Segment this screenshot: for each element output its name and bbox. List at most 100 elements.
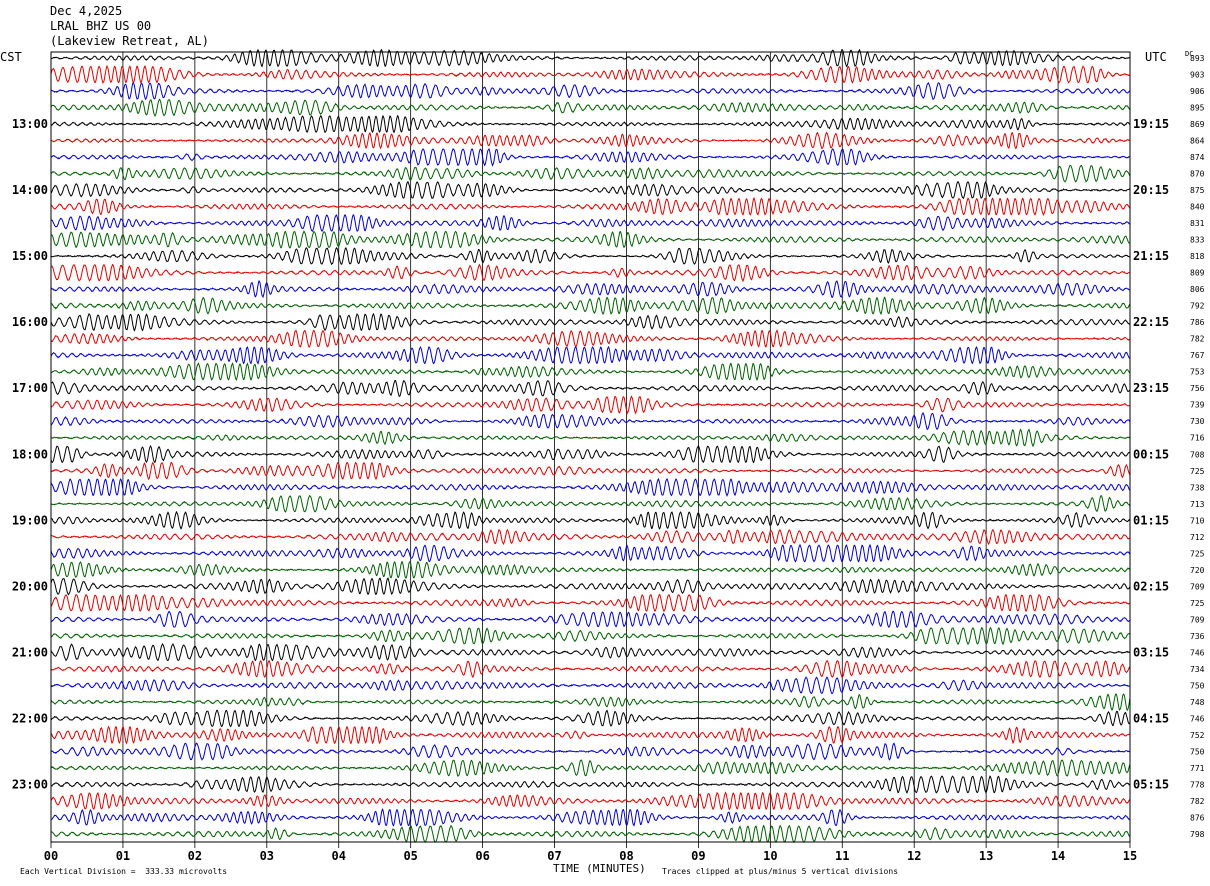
seismic-trace xyxy=(50,510,1131,530)
dc-offset-label: 906 xyxy=(1190,87,1205,96)
x-tick-label: 09 xyxy=(691,849,705,863)
left-hour-label: 20:00 xyxy=(12,579,48,593)
dc-offset-label: 710 xyxy=(1190,516,1205,525)
dc-offset-label: 712 xyxy=(1190,533,1205,542)
dc-offset-label: 767 xyxy=(1190,351,1205,360)
right-hour-label: 00:15 xyxy=(1133,447,1169,461)
seismic-trace xyxy=(51,279,1131,299)
seismic-trace xyxy=(50,642,1131,662)
left-hour-label: 14:00 xyxy=(12,183,48,197)
dc-offset-label: 869 xyxy=(1190,120,1205,129)
seismic-trace xyxy=(50,444,1131,464)
left-hour-label: 16:00 xyxy=(12,315,48,329)
dc-offset-label: 756 xyxy=(1190,384,1205,393)
dc-offset-label: 778 xyxy=(1190,780,1205,789)
seismic-trace xyxy=(50,791,1131,811)
left-timezone-label: CST xyxy=(0,50,22,64)
clipping-note: Traces clipped at plus/minus 5 vertical … xyxy=(662,867,899,876)
right-hour-label: 21:15 xyxy=(1133,249,1169,263)
station-location: (Lakeview Retreat, AL) xyxy=(50,34,209,48)
dc-offset-label: 725 xyxy=(1190,599,1205,608)
dc-offset-label: 876 xyxy=(1190,813,1205,822)
right-hour-label: 22:15 xyxy=(1133,315,1169,329)
dc-offset-label: 864 xyxy=(1190,137,1205,146)
seismic-trace xyxy=(50,824,1131,843)
seismic-trace xyxy=(50,560,1131,579)
dc-offset-label: 750 xyxy=(1190,747,1205,756)
seismic-trace xyxy=(50,494,1131,513)
seismic-trace xyxy=(50,115,1131,134)
seismic-trace xyxy=(50,742,1131,761)
seismic-trace xyxy=(50,312,1131,332)
x-tick-label: 01 xyxy=(116,849,130,863)
seismic-trace xyxy=(50,461,1131,481)
x-tick-label: 04 xyxy=(332,849,346,863)
seismic-trace xyxy=(50,64,1131,85)
seismic-trace xyxy=(50,610,1131,628)
x-tick-label: 11 xyxy=(835,849,849,863)
dc-offset-label: 786 xyxy=(1190,318,1205,327)
seismic-trace xyxy=(50,362,1131,381)
seismic-trace xyxy=(50,775,1131,794)
seismic-trace xyxy=(50,725,1131,745)
x-tick-label: 06 xyxy=(475,849,489,863)
seismic-trace xyxy=(50,214,1131,232)
dc-offset-label: 709 xyxy=(1190,615,1205,624)
seismic-trace xyxy=(50,709,1131,728)
left-hour-label: 13:00 xyxy=(12,117,48,131)
dc-offset-label: 895 xyxy=(1190,104,1205,113)
dc-offset-label: 893 xyxy=(1190,54,1205,63)
seismic-trace xyxy=(50,428,1131,448)
right-hour-label: 05:15 xyxy=(1133,777,1169,791)
x-tick-label: 03 xyxy=(260,849,274,863)
vertical-division-note: Each Vertical Division = 333.33 microvol… xyxy=(20,867,228,876)
seismic-trace xyxy=(50,246,1130,266)
seismic-trace xyxy=(50,477,1131,497)
dc-offset-label: 709 xyxy=(1190,582,1205,591)
right-hour-label: 03:15 xyxy=(1133,645,1169,659)
dc-offset-label: 730 xyxy=(1190,417,1205,426)
seismic-trace xyxy=(50,577,1131,596)
right-hour-label: 02:15 xyxy=(1133,579,1169,593)
dc-offset-label: 831 xyxy=(1190,219,1205,228)
seismic-trace xyxy=(50,412,1131,431)
dc-offset-label: 739 xyxy=(1190,401,1205,410)
dc-offset-label: 806 xyxy=(1190,285,1205,294)
dc-offset-label: 708 xyxy=(1190,450,1205,459)
seismic-trace xyxy=(50,263,1131,283)
seismic-trace xyxy=(50,395,1131,415)
dc-offset-label: 750 xyxy=(1190,681,1205,690)
right-hour-label: 20:15 xyxy=(1133,183,1169,197)
dc-offset-label: 875 xyxy=(1190,186,1205,195)
axis-labels: 00 01 02 03 04 05 06 07 08 09 10 11 12 13 14 15 893 903 90… xyxy=(12,54,1205,863)
seismic-trace xyxy=(50,296,1131,316)
x-tick-label: 14 xyxy=(1051,849,1065,863)
dc-offset-label: 840 xyxy=(1190,203,1205,212)
x-tick-label: 08 xyxy=(619,849,633,863)
left-hour-label: 17:00 xyxy=(12,381,48,395)
left-hour-label: 23:00 xyxy=(12,777,48,791)
seismic-trace xyxy=(50,593,1131,613)
dc-offset-label: 748 xyxy=(1190,698,1205,707)
seismic-trace xyxy=(50,329,1131,348)
dc-offset-label: 782 xyxy=(1190,797,1205,806)
dc-offset-label: 752 xyxy=(1190,731,1205,740)
station-code: LRAL BHZ US 00 xyxy=(50,19,152,33)
seismic-trace xyxy=(50,131,1131,150)
minute-gridlines xyxy=(50,52,1131,848)
dc-offset-label: 746 xyxy=(1190,714,1205,723)
left-hour-label: 18:00 xyxy=(12,447,48,461)
seismic-trace xyxy=(50,345,1131,365)
seismic-trace xyxy=(50,197,1131,216)
x-tick-label: 13 xyxy=(979,849,993,863)
x-tick-label: 15 xyxy=(1123,849,1137,863)
left-hour-label: 19:00 xyxy=(12,513,48,527)
dc-offset-label: 725 xyxy=(1190,467,1205,476)
x-tick-label: 10 xyxy=(763,849,777,863)
dc-offset-label: 870 xyxy=(1190,170,1205,179)
left-hour-label: 21:00 xyxy=(12,645,48,659)
left-hour-label: 15:00 xyxy=(12,249,48,263)
seismic-trace xyxy=(50,164,1131,183)
dc-offset-label: 782 xyxy=(1190,335,1205,344)
